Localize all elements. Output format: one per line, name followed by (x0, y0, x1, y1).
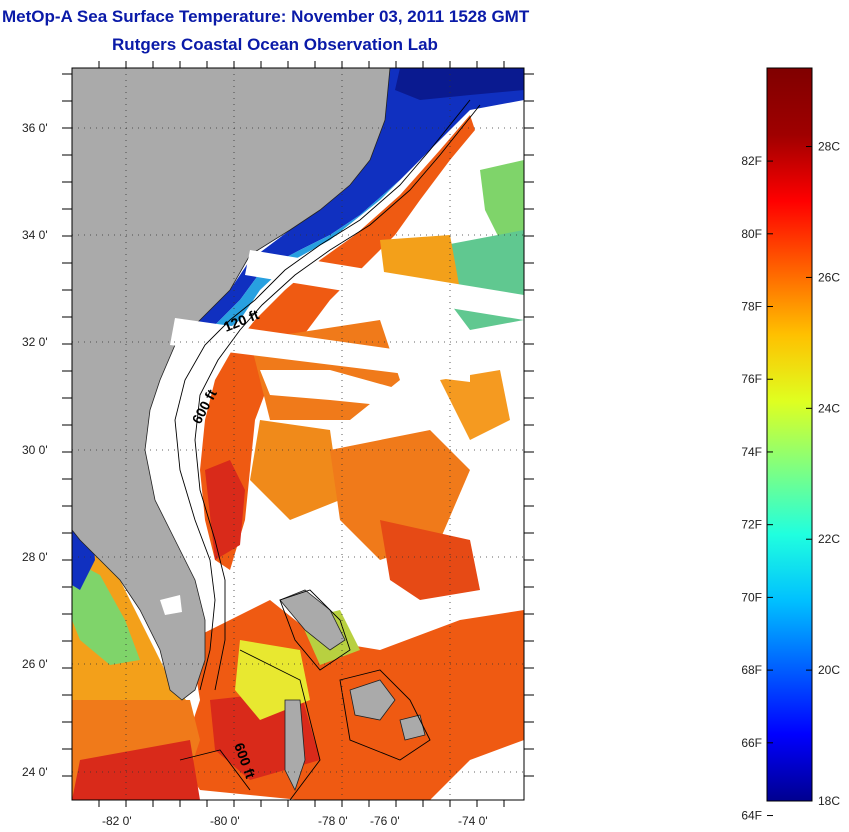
colorbar-f-label: 64F (741, 809, 762, 823)
colorbar-f-label: 70F (741, 590, 762, 604)
map-frame (71, 67, 525, 801)
map-title: MetOp-A Sea Surface Temperature: Novembe… (2, 7, 530, 26)
lake-okeechobee (160, 595, 182, 615)
lon-label: -82 0' (102, 814, 132, 828)
bathymetry-contours (174, 99, 481, 801)
colorbar-ticks (767, 146, 812, 817)
colorbar-gradient (766, 67, 813, 802)
lat-label: 26 0' (22, 657, 48, 671)
map-subtitle: Rutgers Coastal Ocean Observation Lab (112, 35, 438, 54)
colorbar-f-label: 68F (741, 663, 762, 677)
map-ticks (62, 61, 534, 807)
lat-axis-labels: 36 0' 34 0' 32 0' 30 0' 28 0' 26 0' 24 0… (22, 121, 48, 779)
lon-label: -76 0' (370, 814, 400, 828)
lon-axis-labels: -82 0' -80 0' -78 0' -76 0' -74 0' (102, 814, 488, 828)
colorbar-f-label: 66F (741, 736, 762, 750)
colorbar-f-label: 72F (741, 518, 762, 532)
cool-nearshore-band (195, 110, 470, 345)
colorbar-c-label: 26C (818, 270, 840, 284)
lon-label: -80 0' (210, 814, 240, 828)
lon-label: -74 0' (458, 814, 488, 828)
colorbar-f-label: 82F (741, 154, 762, 168)
colorbar-celsius-labels: 28C 26C 24C 22C 20C 18C (818, 140, 840, 808)
colorbar-f-label: 78F (741, 300, 762, 314)
lat-label: 30 0' (22, 443, 48, 457)
lat-label: 28 0' (22, 550, 48, 564)
bahamas-islands (279, 589, 346, 651)
colorbar-c-label: 24C (818, 401, 840, 415)
colorbar-c-label: 20C (818, 663, 840, 677)
colorbar-fahrenheit-labels: 82F 80F 78F 76F 74F 72F 70F 68F 66F 64F (741, 154, 762, 822)
lat-label: 32 0' (22, 335, 48, 349)
us-landmass (71, 67, 391, 701)
colorbar-f-label: 76F (741, 372, 762, 386)
lat-label: 24 0' (22, 765, 48, 779)
lat-label: 34 0' (22, 228, 48, 242)
lon-label: -78 0' (318, 814, 348, 828)
lat-label: 36 0' (22, 121, 48, 135)
colorbar-f-label: 80F (741, 227, 762, 241)
colorbar-f-label: 74F (741, 445, 762, 459)
colorbar-c-label: 18C (818, 794, 840, 808)
colorbar-c-label: 28C (818, 140, 840, 154)
swath-gaps (170, 250, 524, 410)
colorbar-c-label: 22C (818, 532, 840, 546)
graticule (72, 68, 524, 800)
cold-coastal-water (192, 68, 524, 332)
